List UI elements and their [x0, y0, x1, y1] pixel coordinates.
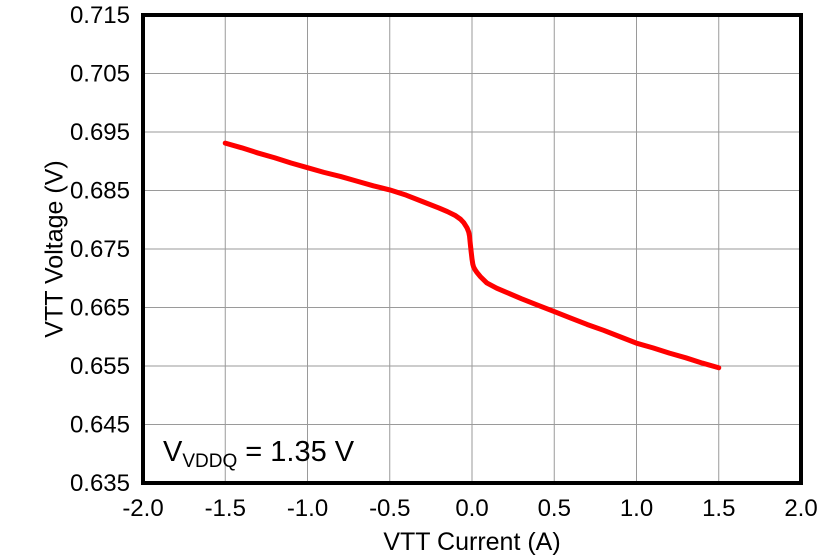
y-axis-tick-labels: 0.635 0.645 0.655 0.665 0.675 0.685 0.695 0.705…: [70, 2, 130, 497]
x-tick-label: -0.5: [369, 495, 410, 522]
annotation-base: V: [163, 436, 183, 468]
x-tick-label: 0.5: [538, 495, 571, 522]
vtt-curve: [222, 140, 722, 371]
plot-border: [141, 13, 803, 485]
x-tick-label: 0.0: [455, 495, 488, 522]
x-tick-label: 2.0: [784, 495, 817, 522]
y-tick-label: 0.705: [70, 61, 130, 88]
x-axis-tick-labels: -2.0 -1.5 -1.0 -0.5 0.0 0.5 1.0 1.5 2.0: [122, 495, 817, 522]
y-tick-label: 0.695: [70, 119, 130, 146]
x-tick-label: 1.0: [620, 495, 653, 522]
y-tick-label: 0.645: [70, 412, 130, 439]
y-tick-label: 0.685: [70, 178, 130, 205]
x-tick-label: -1.0: [287, 495, 328, 522]
x-tick-label: -2.0: [122, 495, 163, 522]
y-tick-label: 0.635: [70, 470, 130, 497]
x-tick-label: 1.5: [702, 495, 735, 522]
annotation-rest: = 1.35 V: [237, 436, 355, 468]
y-axis-title: VTT Voltage (V): [40, 160, 68, 338]
y-tick-label: 0.715: [70, 2, 130, 29]
vddq-annotation: VVDDQ = 1.35 V: [163, 436, 355, 472]
gridlines: [143, 15, 801, 483]
x-axis-title: VTT Current (A): [383, 528, 561, 556]
y-tick-label: 0.675: [70, 236, 130, 263]
y-tick-label: 0.665: [70, 295, 130, 322]
x-tick-label: -1.5: [205, 495, 246, 522]
y-tick-label: 0.655: [70, 353, 130, 380]
annotation-subscript: VDDQ: [182, 451, 238, 472]
